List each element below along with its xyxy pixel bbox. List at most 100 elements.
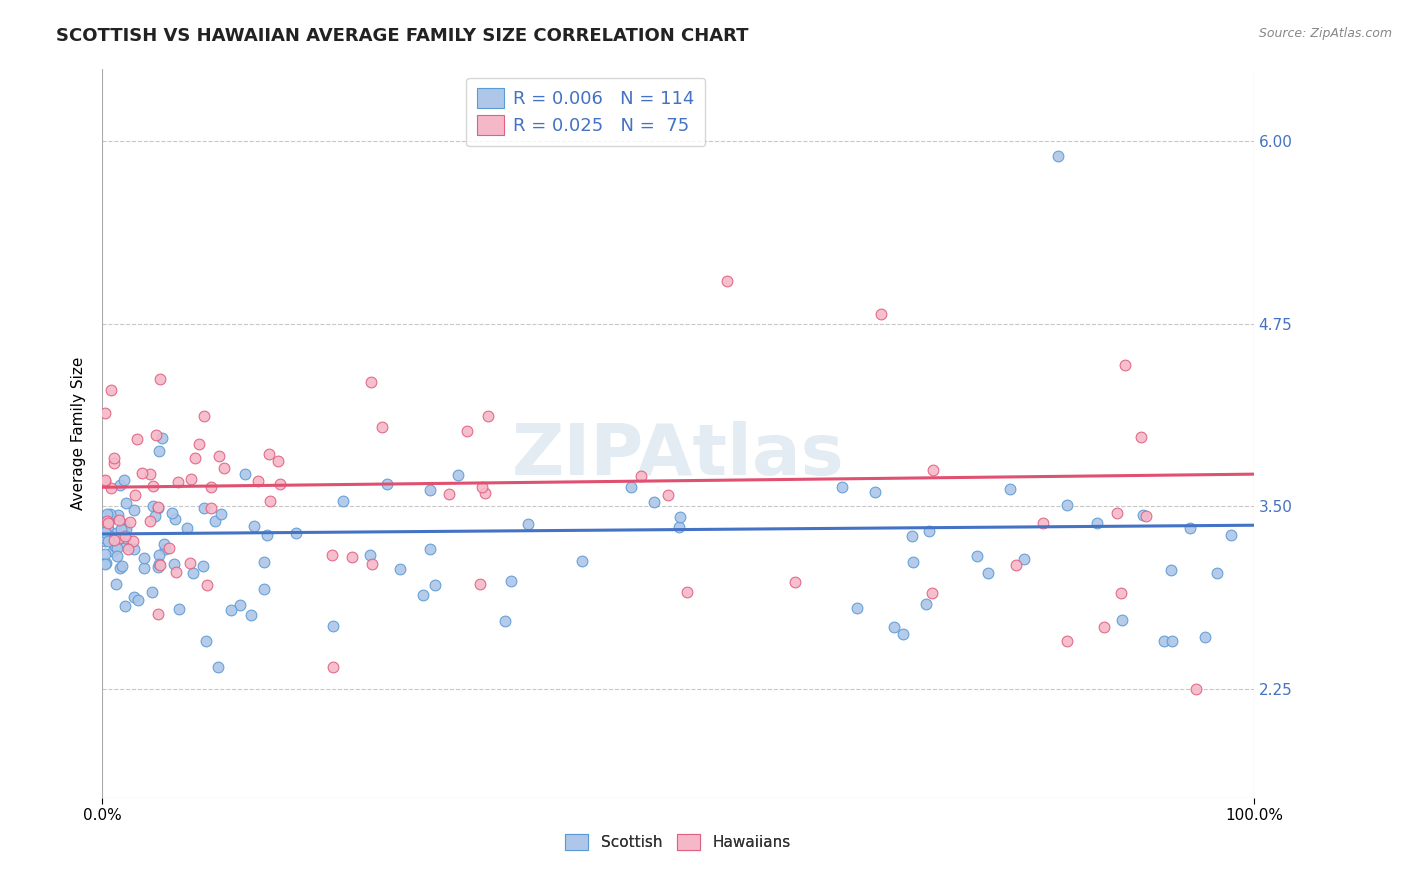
Point xyxy=(117,541,139,556)
Point xyxy=(247,474,270,488)
Point xyxy=(921,586,943,600)
Point xyxy=(193,500,215,515)
Point xyxy=(176,521,198,535)
Point xyxy=(494,614,516,628)
Point xyxy=(149,558,172,573)
Point xyxy=(1109,586,1132,600)
Point xyxy=(94,557,117,571)
Point xyxy=(208,449,231,463)
Point xyxy=(240,608,263,623)
Point xyxy=(104,577,127,591)
Point xyxy=(1205,566,1227,580)
Point xyxy=(657,488,679,502)
Point xyxy=(1032,516,1054,530)
Point xyxy=(359,548,381,562)
Point xyxy=(322,619,344,633)
Point xyxy=(145,427,167,442)
Point xyxy=(132,551,155,566)
Point xyxy=(1178,521,1201,535)
Point xyxy=(1056,498,1078,512)
Point xyxy=(1105,506,1128,520)
Point xyxy=(115,496,138,510)
Point xyxy=(883,620,905,634)
Point xyxy=(340,550,363,565)
Point xyxy=(98,529,121,543)
Point xyxy=(93,533,115,548)
Point xyxy=(477,409,499,423)
Point xyxy=(103,533,125,547)
Point xyxy=(139,467,162,481)
Point xyxy=(229,598,252,612)
Point xyxy=(103,450,125,465)
Point xyxy=(148,548,170,562)
Point xyxy=(169,602,191,616)
Point xyxy=(259,494,281,508)
Point xyxy=(200,480,222,494)
Point xyxy=(146,500,169,515)
Point xyxy=(1135,509,1157,524)
Point xyxy=(456,425,478,439)
Point xyxy=(105,525,128,540)
Point xyxy=(96,507,118,521)
Point xyxy=(447,467,470,482)
Point xyxy=(322,659,344,673)
Point xyxy=(93,473,115,487)
Point xyxy=(148,559,170,574)
Y-axis label: Average Family Size: Average Family Size xyxy=(72,357,86,510)
Point xyxy=(468,577,491,591)
Point xyxy=(1005,558,1028,572)
Point xyxy=(114,531,136,545)
Point xyxy=(132,560,155,574)
Point xyxy=(142,479,165,493)
Point xyxy=(439,487,461,501)
Point xyxy=(93,525,115,540)
Point xyxy=(148,500,170,514)
Point xyxy=(153,542,176,557)
Point xyxy=(111,558,134,573)
Point xyxy=(471,480,494,494)
Legend: Scottish, Hawaiians: Scottish, Hawaiians xyxy=(560,828,797,856)
Text: Source: ZipAtlas.com: Source: ZipAtlas.com xyxy=(1258,27,1392,40)
Text: SCOTTISH VS HAWAIIAN AVERAGE FAMILY SIZE CORRELATION CHART: SCOTTISH VS HAWAIIAN AVERAGE FAMILY SIZE… xyxy=(56,27,749,45)
Point xyxy=(93,547,115,561)
Point xyxy=(630,468,652,483)
Point xyxy=(669,509,692,524)
Point xyxy=(922,463,945,477)
Point xyxy=(108,532,131,546)
Point xyxy=(998,483,1021,497)
Point xyxy=(1085,516,1108,530)
Point xyxy=(110,478,132,492)
Point xyxy=(183,450,205,465)
Point xyxy=(783,575,806,590)
Point xyxy=(165,566,187,580)
Point xyxy=(207,660,229,674)
Point xyxy=(115,538,138,552)
Point xyxy=(195,634,218,648)
Point xyxy=(1194,630,1216,644)
Point xyxy=(105,533,128,547)
Point xyxy=(412,588,434,602)
Point xyxy=(97,522,120,536)
Point xyxy=(181,566,204,581)
Point xyxy=(253,555,276,569)
Point xyxy=(114,599,136,613)
Point xyxy=(668,519,690,533)
Point xyxy=(1056,633,1078,648)
Point xyxy=(846,601,869,615)
Point xyxy=(1161,633,1184,648)
Point xyxy=(966,549,988,563)
Point xyxy=(914,597,936,611)
Point xyxy=(120,515,142,529)
Point xyxy=(103,532,125,546)
Point xyxy=(149,372,172,386)
Point xyxy=(870,307,893,321)
Point xyxy=(187,437,209,451)
Point xyxy=(193,409,215,423)
Point xyxy=(204,514,226,528)
Point xyxy=(377,476,399,491)
Point xyxy=(94,532,117,546)
Point xyxy=(94,557,117,571)
Point xyxy=(97,533,120,548)
Point xyxy=(1160,563,1182,577)
Point xyxy=(425,577,447,591)
